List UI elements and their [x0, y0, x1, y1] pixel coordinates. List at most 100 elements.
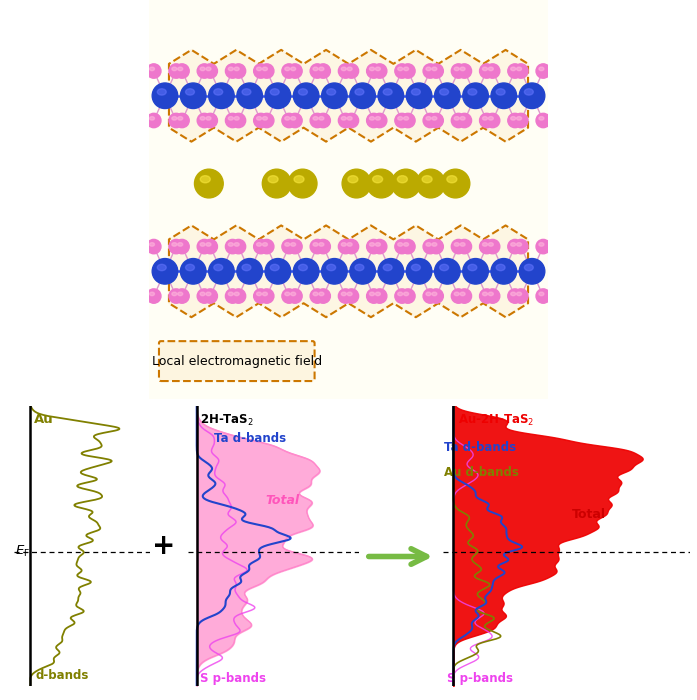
Ellipse shape	[355, 89, 364, 95]
Ellipse shape	[406, 258, 432, 284]
Ellipse shape	[480, 64, 494, 78]
Ellipse shape	[285, 116, 290, 120]
Ellipse shape	[229, 292, 233, 295]
Ellipse shape	[172, 116, 177, 120]
Ellipse shape	[426, 116, 431, 120]
Ellipse shape	[429, 239, 443, 254]
Ellipse shape	[411, 89, 420, 95]
Ellipse shape	[452, 64, 466, 78]
Ellipse shape	[457, 239, 472, 254]
Ellipse shape	[291, 292, 296, 295]
Ellipse shape	[316, 113, 330, 127]
Ellipse shape	[134, 66, 148, 81]
Ellipse shape	[468, 265, 477, 271]
Ellipse shape	[231, 113, 245, 127]
Polygon shape	[169, 50, 528, 141]
Ellipse shape	[310, 113, 325, 127]
Ellipse shape	[376, 67, 381, 71]
Ellipse shape	[344, 289, 359, 303]
Ellipse shape	[214, 89, 223, 95]
Ellipse shape	[372, 239, 387, 254]
Ellipse shape	[549, 242, 563, 257]
Text: d-bands: d-bands	[36, 668, 89, 682]
Ellipse shape	[256, 292, 261, 295]
Text: Total: Total	[572, 508, 606, 521]
Ellipse shape	[268, 176, 278, 183]
Ellipse shape	[539, 67, 544, 71]
Ellipse shape	[231, 64, 245, 78]
Ellipse shape	[383, 89, 392, 95]
Ellipse shape	[511, 116, 516, 120]
Ellipse shape	[468, 89, 477, 95]
Ellipse shape	[432, 67, 437, 71]
Ellipse shape	[282, 239, 296, 254]
Ellipse shape	[175, 113, 189, 127]
Ellipse shape	[242, 265, 251, 271]
Ellipse shape	[367, 169, 396, 198]
Ellipse shape	[426, 292, 431, 295]
Ellipse shape	[169, 113, 183, 127]
Ellipse shape	[395, 64, 409, 78]
Ellipse shape	[263, 67, 268, 71]
Ellipse shape	[398, 67, 403, 71]
Ellipse shape	[197, 113, 212, 127]
Ellipse shape	[134, 111, 148, 125]
Text: Au-2H-TaS$_2$: Au-2H-TaS$_2$	[458, 413, 534, 428]
Ellipse shape	[137, 246, 141, 249]
Ellipse shape	[342, 292, 346, 295]
Ellipse shape	[342, 169, 371, 198]
Ellipse shape	[344, 113, 359, 127]
Ellipse shape	[152, 258, 178, 284]
Ellipse shape	[376, 116, 381, 120]
Ellipse shape	[319, 67, 324, 71]
Ellipse shape	[457, 64, 472, 78]
Ellipse shape	[206, 67, 211, 71]
Ellipse shape	[310, 64, 325, 78]
Ellipse shape	[259, 113, 274, 127]
Ellipse shape	[536, 113, 551, 127]
Ellipse shape	[401, 64, 415, 78]
Ellipse shape	[536, 239, 551, 254]
Ellipse shape	[256, 67, 261, 71]
Ellipse shape	[342, 243, 346, 246]
Ellipse shape	[404, 243, 408, 246]
Ellipse shape	[175, 289, 189, 303]
Ellipse shape	[398, 243, 403, 246]
Ellipse shape	[344, 64, 359, 78]
Ellipse shape	[310, 239, 325, 254]
Text: $E_{\mathrm{F}}$: $E_{\mathrm{F}}$	[15, 544, 30, 559]
Ellipse shape	[369, 243, 374, 246]
Ellipse shape	[262, 169, 291, 198]
Ellipse shape	[288, 113, 302, 127]
Ellipse shape	[285, 292, 290, 295]
Text: Ta d-bands: Ta d-bands	[444, 441, 516, 454]
Ellipse shape	[234, 67, 239, 71]
Ellipse shape	[203, 239, 217, 254]
Ellipse shape	[316, 289, 330, 303]
Ellipse shape	[480, 289, 494, 303]
Ellipse shape	[460, 292, 465, 295]
Ellipse shape	[454, 292, 459, 295]
Ellipse shape	[231, 239, 245, 254]
Ellipse shape	[457, 113, 472, 127]
Ellipse shape	[378, 83, 404, 108]
Ellipse shape	[200, 243, 205, 246]
Ellipse shape	[338, 239, 353, 254]
Ellipse shape	[514, 289, 528, 303]
Ellipse shape	[178, 67, 183, 71]
Ellipse shape	[342, 67, 346, 71]
Ellipse shape	[344, 239, 359, 254]
Ellipse shape	[178, 116, 183, 120]
Ellipse shape	[146, 239, 161, 254]
Ellipse shape	[463, 83, 489, 108]
Ellipse shape	[200, 116, 205, 120]
Ellipse shape	[485, 64, 500, 78]
Ellipse shape	[447, 176, 457, 183]
Ellipse shape	[338, 64, 353, 78]
Ellipse shape	[265, 83, 291, 108]
Ellipse shape	[172, 243, 177, 246]
Ellipse shape	[254, 289, 268, 303]
Ellipse shape	[172, 67, 177, 71]
Ellipse shape	[316, 239, 330, 254]
Ellipse shape	[137, 114, 141, 118]
